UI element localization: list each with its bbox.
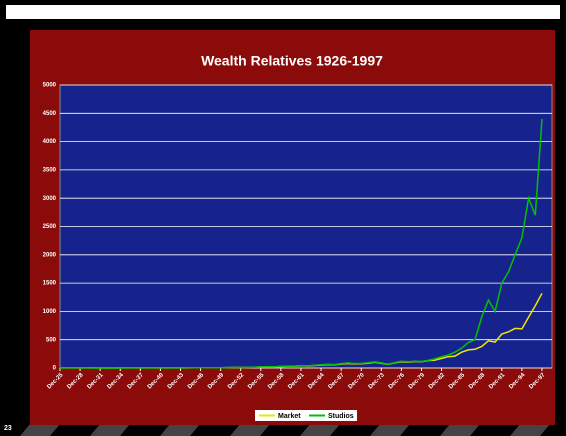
y-tick-label: 3000 [43,196,57,202]
legend [255,410,357,421]
y-tick-label: 0 [53,366,57,372]
chart-title: Wealth Relatives 1926-1997 [201,53,383,69]
legend-label: Studios [328,413,354,420]
y-tick-label: 500 [46,337,57,343]
series-line [60,118,543,369]
y-tick-label: 4500 [43,111,57,117]
y-tick-label: 3500 [43,167,57,173]
y-tick-label: 1000 [43,309,57,315]
footer-stripes [20,424,550,436]
y-tick-label: 5000 [43,83,57,89]
page-number: 23 [4,425,12,432]
header-bar [6,5,560,19]
legend-label: Market [278,413,301,420]
y-tick-label: 2500 [43,224,57,230]
y-tick-label: 4000 [43,139,57,145]
y-tick-label: 2000 [43,252,57,258]
y-tick-label: 1500 [43,281,57,287]
